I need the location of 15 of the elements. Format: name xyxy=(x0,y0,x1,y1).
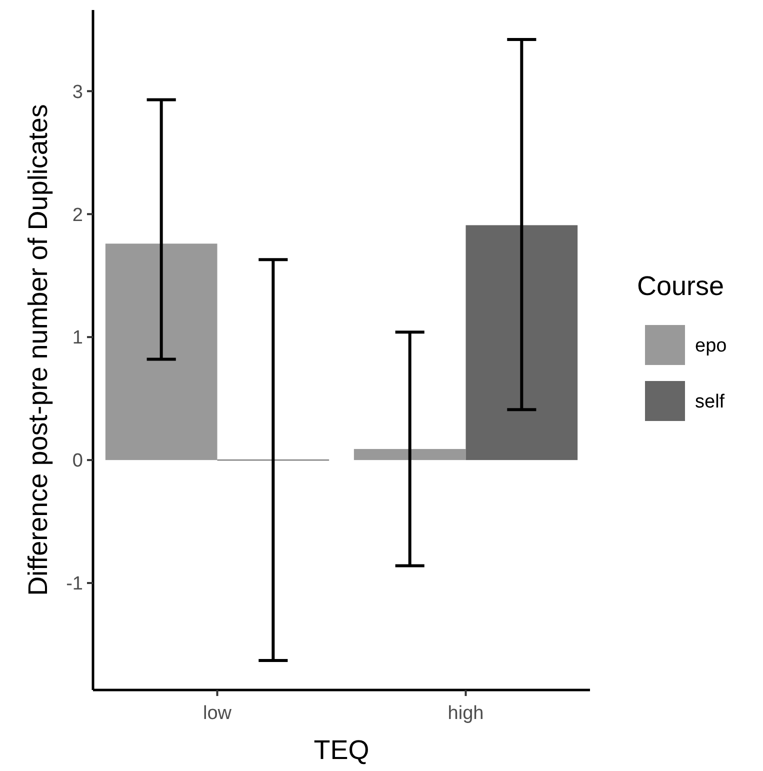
bar xyxy=(105,244,218,460)
y-tick-label: 2 xyxy=(72,204,83,226)
legend-label: self xyxy=(695,392,726,413)
y-axis-title: Difference post-pre number of Duplicates xyxy=(23,104,53,596)
y-tick-label: 0 xyxy=(72,450,83,472)
x-tick-label: low xyxy=(202,703,232,724)
y-tick-label: -1 xyxy=(66,574,83,595)
x-axis-title: TEQ xyxy=(314,735,370,765)
x-tick-label: high xyxy=(448,703,484,724)
legend-title: Course xyxy=(637,271,724,301)
y-tick-label: 1 xyxy=(72,328,83,349)
bar xyxy=(466,225,578,460)
bar xyxy=(354,448,466,460)
legend-label: epo xyxy=(695,336,727,357)
y-tick-label: 3 xyxy=(72,82,83,103)
